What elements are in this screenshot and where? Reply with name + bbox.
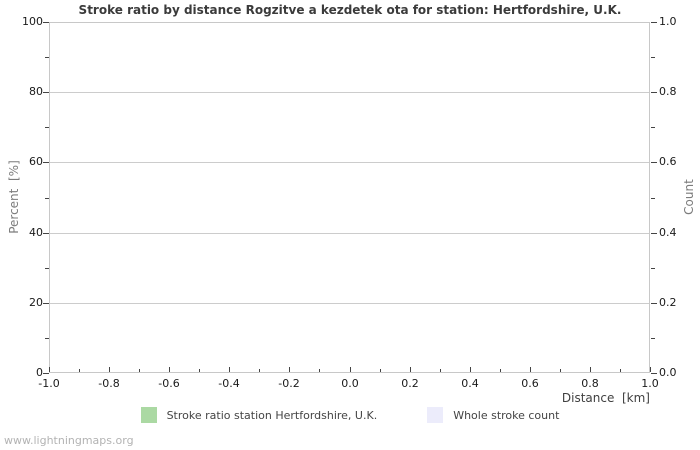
x-tick [49,367,50,372]
y-left-tick [45,198,49,199]
legend-label-whole-stroke-count: Whole stroke count [453,408,560,422]
y-left-tick-label: 60 [29,155,43,168]
x-tick [289,367,290,372]
y-right-tick-label: 0.8 [659,85,677,98]
x-tick [79,369,80,372]
x-tick-label: 0.6 [521,377,539,390]
y-right-tick [651,22,657,23]
y-left-tick-label: 40 [29,226,43,239]
y-right-tick [651,57,655,58]
y-right-tick [651,198,655,199]
y-left-tick-label: 80 [29,85,43,98]
x-tick-label: -0.6 [158,377,180,390]
y-right-tick [651,162,657,163]
x-axis-label: Distance [km] [561,391,650,405]
x-tick [139,369,140,372]
y-left-tick [43,92,49,93]
y-left-tick [45,338,49,339]
x-tick [199,369,200,372]
y-left-tick-label: 0 [36,366,43,379]
x-tick [169,367,170,372]
y-left-tick-label: 20 [29,296,43,309]
y-left-tick [45,127,49,128]
y-left-tick [43,22,49,23]
x-tick [500,369,501,372]
x-tick-label: -0.2 [278,377,300,390]
y-left-tick [43,233,49,234]
y-left-tick [43,303,49,304]
x-tick [530,367,531,372]
x-tick-label: -0.8 [98,377,120,390]
y-right-tick [651,268,655,269]
legend-swatch-stroke-ratio [140,407,157,423]
x-tick-label: 0.0 [341,377,359,390]
x-tick [650,367,651,372]
y-right-tick-label: 0.0 [659,366,677,379]
x-tick-label: 0.2 [401,377,419,390]
y-right-tick-label: 1.0 [659,15,677,28]
x-tick [259,369,260,372]
x-tick [410,367,411,372]
watermark-link[interactable]: www.lightningmaps.org [4,434,134,447]
y-right-tick-label: 0.2 [659,296,677,309]
plot-area [49,22,650,373]
x-tick [319,369,320,372]
y-right-tick-label: 0.4 [659,226,677,239]
y-right-tick [651,373,657,374]
legend-label-stroke-ratio: Stroke ratio station Hertfordshire, U.K. [166,408,378,422]
x-tick [109,367,110,372]
x-tick [470,367,471,372]
x-tick [229,367,230,372]
x-tick-label: -1.0 [38,377,60,390]
x-tick [380,369,381,372]
x-tick-label: 0.8 [581,377,599,390]
gridline [50,92,649,93]
legend: Stroke ratio station Hertfordshire, U.K.… [0,407,700,423]
x-tick-label: 0.4 [461,377,479,390]
x-tick [350,367,351,372]
y-left-tick [43,162,49,163]
gridline [50,162,649,163]
y-right-tick [651,338,655,339]
x-tick-label: 1.0 [641,377,659,390]
y-right-tick [651,92,657,93]
legend-swatch-whole-stroke-count [427,407,444,423]
y-right-tick [651,127,655,128]
y-left-tick [45,268,49,269]
x-tick [560,369,561,372]
x-tick-label: -0.4 [218,377,240,390]
chart-title: Stroke ratio by distance Rogzitve a kezd… [78,3,622,17]
x-tick [620,369,621,372]
gridline [50,233,649,234]
y-left-tick [45,57,49,58]
y-right-tick-label: 0.6 [659,155,677,168]
gridline [50,303,649,304]
y-right-tick [651,303,657,304]
y-right-tick [651,233,657,234]
y-left-tick [43,373,49,374]
x-tick [590,367,591,372]
x-tick [440,369,441,372]
y-left-tick-label: 100 [22,15,43,28]
